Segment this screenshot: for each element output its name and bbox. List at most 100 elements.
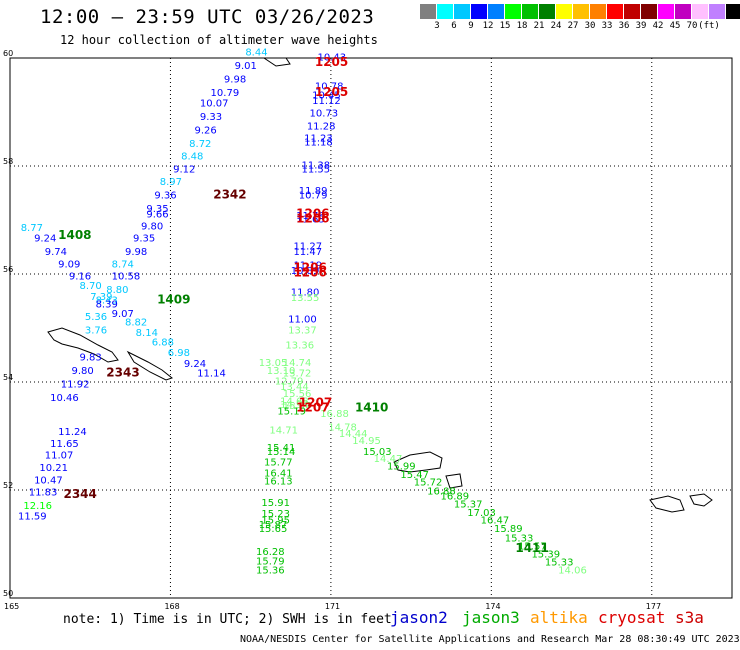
swh-value: 5.36 [85, 312, 107, 323]
coastline [445, 473, 463, 489]
swh-value: 17.03 [467, 508, 496, 519]
swh-value: 16.88 [427, 486, 456, 497]
lat-label: 52 [3, 481, 13, 490]
swh-value: 16.13 [264, 477, 293, 488]
swh-value: 15.33 [545, 558, 574, 569]
swh-value: 7.39 [90, 292, 112, 303]
swh-value: 8.70 [80, 281, 102, 292]
swh-value: 8.97 [160, 177, 182, 188]
swh-value: 11.59 [18, 512, 47, 523]
swh-value: 15.23 [261, 509, 290, 520]
swh-value: 10.21 [39, 463, 68, 474]
swh-value: 12.79 [275, 377, 304, 388]
swh-value: 11.76 [296, 211, 325, 222]
swh-value: 9.24 [34, 234, 56, 245]
swh-value: 9.24 [184, 359, 206, 370]
swh-value: 8.80 [106, 285, 128, 296]
satellite-s3a: s3a [675, 608, 704, 627]
swh-value: 15.77 [264, 458, 293, 469]
swh-value: 9.83 [80, 352, 102, 363]
swh-value: 11.12 [312, 96, 341, 107]
swh-value: 10.89 [291, 266, 320, 277]
swh-value: 15.72 [414, 478, 443, 489]
swh-value: 9.26 [195, 126, 217, 137]
swh-value: 14.68 [280, 397, 309, 408]
swh-value: 8.72 [189, 139, 211, 150]
time-label: 2343 [106, 366, 139, 380]
swh-value: 13.05 [259, 358, 288, 369]
swh-value: 14.74 [283, 358, 312, 369]
legend-label: 36 [618, 21, 630, 31]
swh-value: 8.77 [21, 223, 43, 234]
swh-value: 15.56 [283, 389, 312, 400]
time-label: 2344 [63, 487, 96, 501]
legend-swatch [692, 4, 709, 19]
swh-value: 8.14 [136, 328, 158, 339]
legend-label: 15 [499, 21, 511, 31]
time-label: 1206 [293, 266, 326, 280]
swh-value: 10.47 [34, 476, 63, 487]
swh-value: 6.88 [152, 337, 174, 348]
swh-value: 10.07 [200, 99, 229, 110]
swh-value: 15.95 [261, 515, 290, 526]
lon-label: 165 [4, 602, 19, 611]
satellite-altika: altika [530, 608, 588, 627]
swh-value: 15.47 [400, 470, 429, 481]
swh-value: 11.27 [293, 242, 322, 253]
swh-value: 11.92 [61, 379, 90, 390]
swh-value: 9.12 [173, 164, 195, 175]
coastline [393, 451, 443, 473]
legend-swatch [624, 4, 641, 19]
coastline [262, 57, 291, 67]
swh-value: 14.71 [269, 425, 298, 436]
swh-value: 11.55 [301, 164, 330, 175]
note-text: note: 1) Time is in UTC; 2) SWH is in fe… [63, 612, 392, 627]
legend-swatch [658, 4, 675, 19]
time-label: 1205 [315, 55, 348, 69]
swh-value: 8.39 [96, 299, 118, 310]
legend-label: 6 [451, 21, 457, 31]
swh-value: 11.83 [29, 487, 58, 498]
swh-value: 15.41 [267, 443, 296, 454]
legend-label: 18 [516, 21, 528, 31]
swh-value: 11.47 [293, 247, 322, 258]
legend-swatch [454, 4, 471, 19]
swh-value: 10.43 [318, 53, 347, 64]
swh-value: 16.28 [256, 547, 285, 558]
lon-label: 171 [325, 602, 340, 611]
legend-swatch [505, 4, 522, 19]
satellite-jason2: jason2 [390, 608, 448, 627]
time-label: 1206 [293, 260, 326, 274]
swh-value: 6.98 [168, 348, 190, 359]
swh-value: 15.87 [283, 401, 312, 412]
swh-value: 13.44 [280, 382, 309, 393]
lat-label: 60 [3, 49, 13, 58]
swh-value: 10.46 [50, 393, 79, 404]
swh-value: 13.72 [283, 369, 312, 380]
legend-swatch [522, 4, 539, 19]
legend-swatch [556, 4, 573, 19]
swh-value: 9.07 [112, 309, 134, 320]
time-label: 1207 [296, 401, 329, 415]
swh-value: 15.19 [277, 406, 306, 417]
swh-value: 11.28 [307, 121, 336, 132]
swh-value: 15.79 [256, 557, 285, 568]
legend-swatch [539, 4, 556, 19]
swh-value: 10.79 [299, 190, 328, 201]
legend-label: 39 [635, 21, 647, 31]
lon-label: 177 [646, 602, 661, 611]
swh-value: 11.80 [291, 288, 320, 299]
legend-label: 33 [601, 21, 613, 31]
coastline [689, 493, 713, 507]
swh-value: 15.37 [454, 499, 483, 510]
swh-value: 14.44 [339, 429, 368, 440]
swh-value: 15.89 [494, 524, 523, 535]
swh-value: 11.14 [197, 369, 226, 380]
legend-swatch [420, 4, 437, 19]
swh-value: 15.65 [259, 524, 288, 535]
lat-label: 54 [3, 373, 13, 382]
time-label: 1410 [355, 401, 388, 415]
swh-value: 15.87 [259, 520, 288, 531]
legend-label: 21 [533, 21, 545, 31]
swh-value: 9.09 [58, 260, 80, 271]
